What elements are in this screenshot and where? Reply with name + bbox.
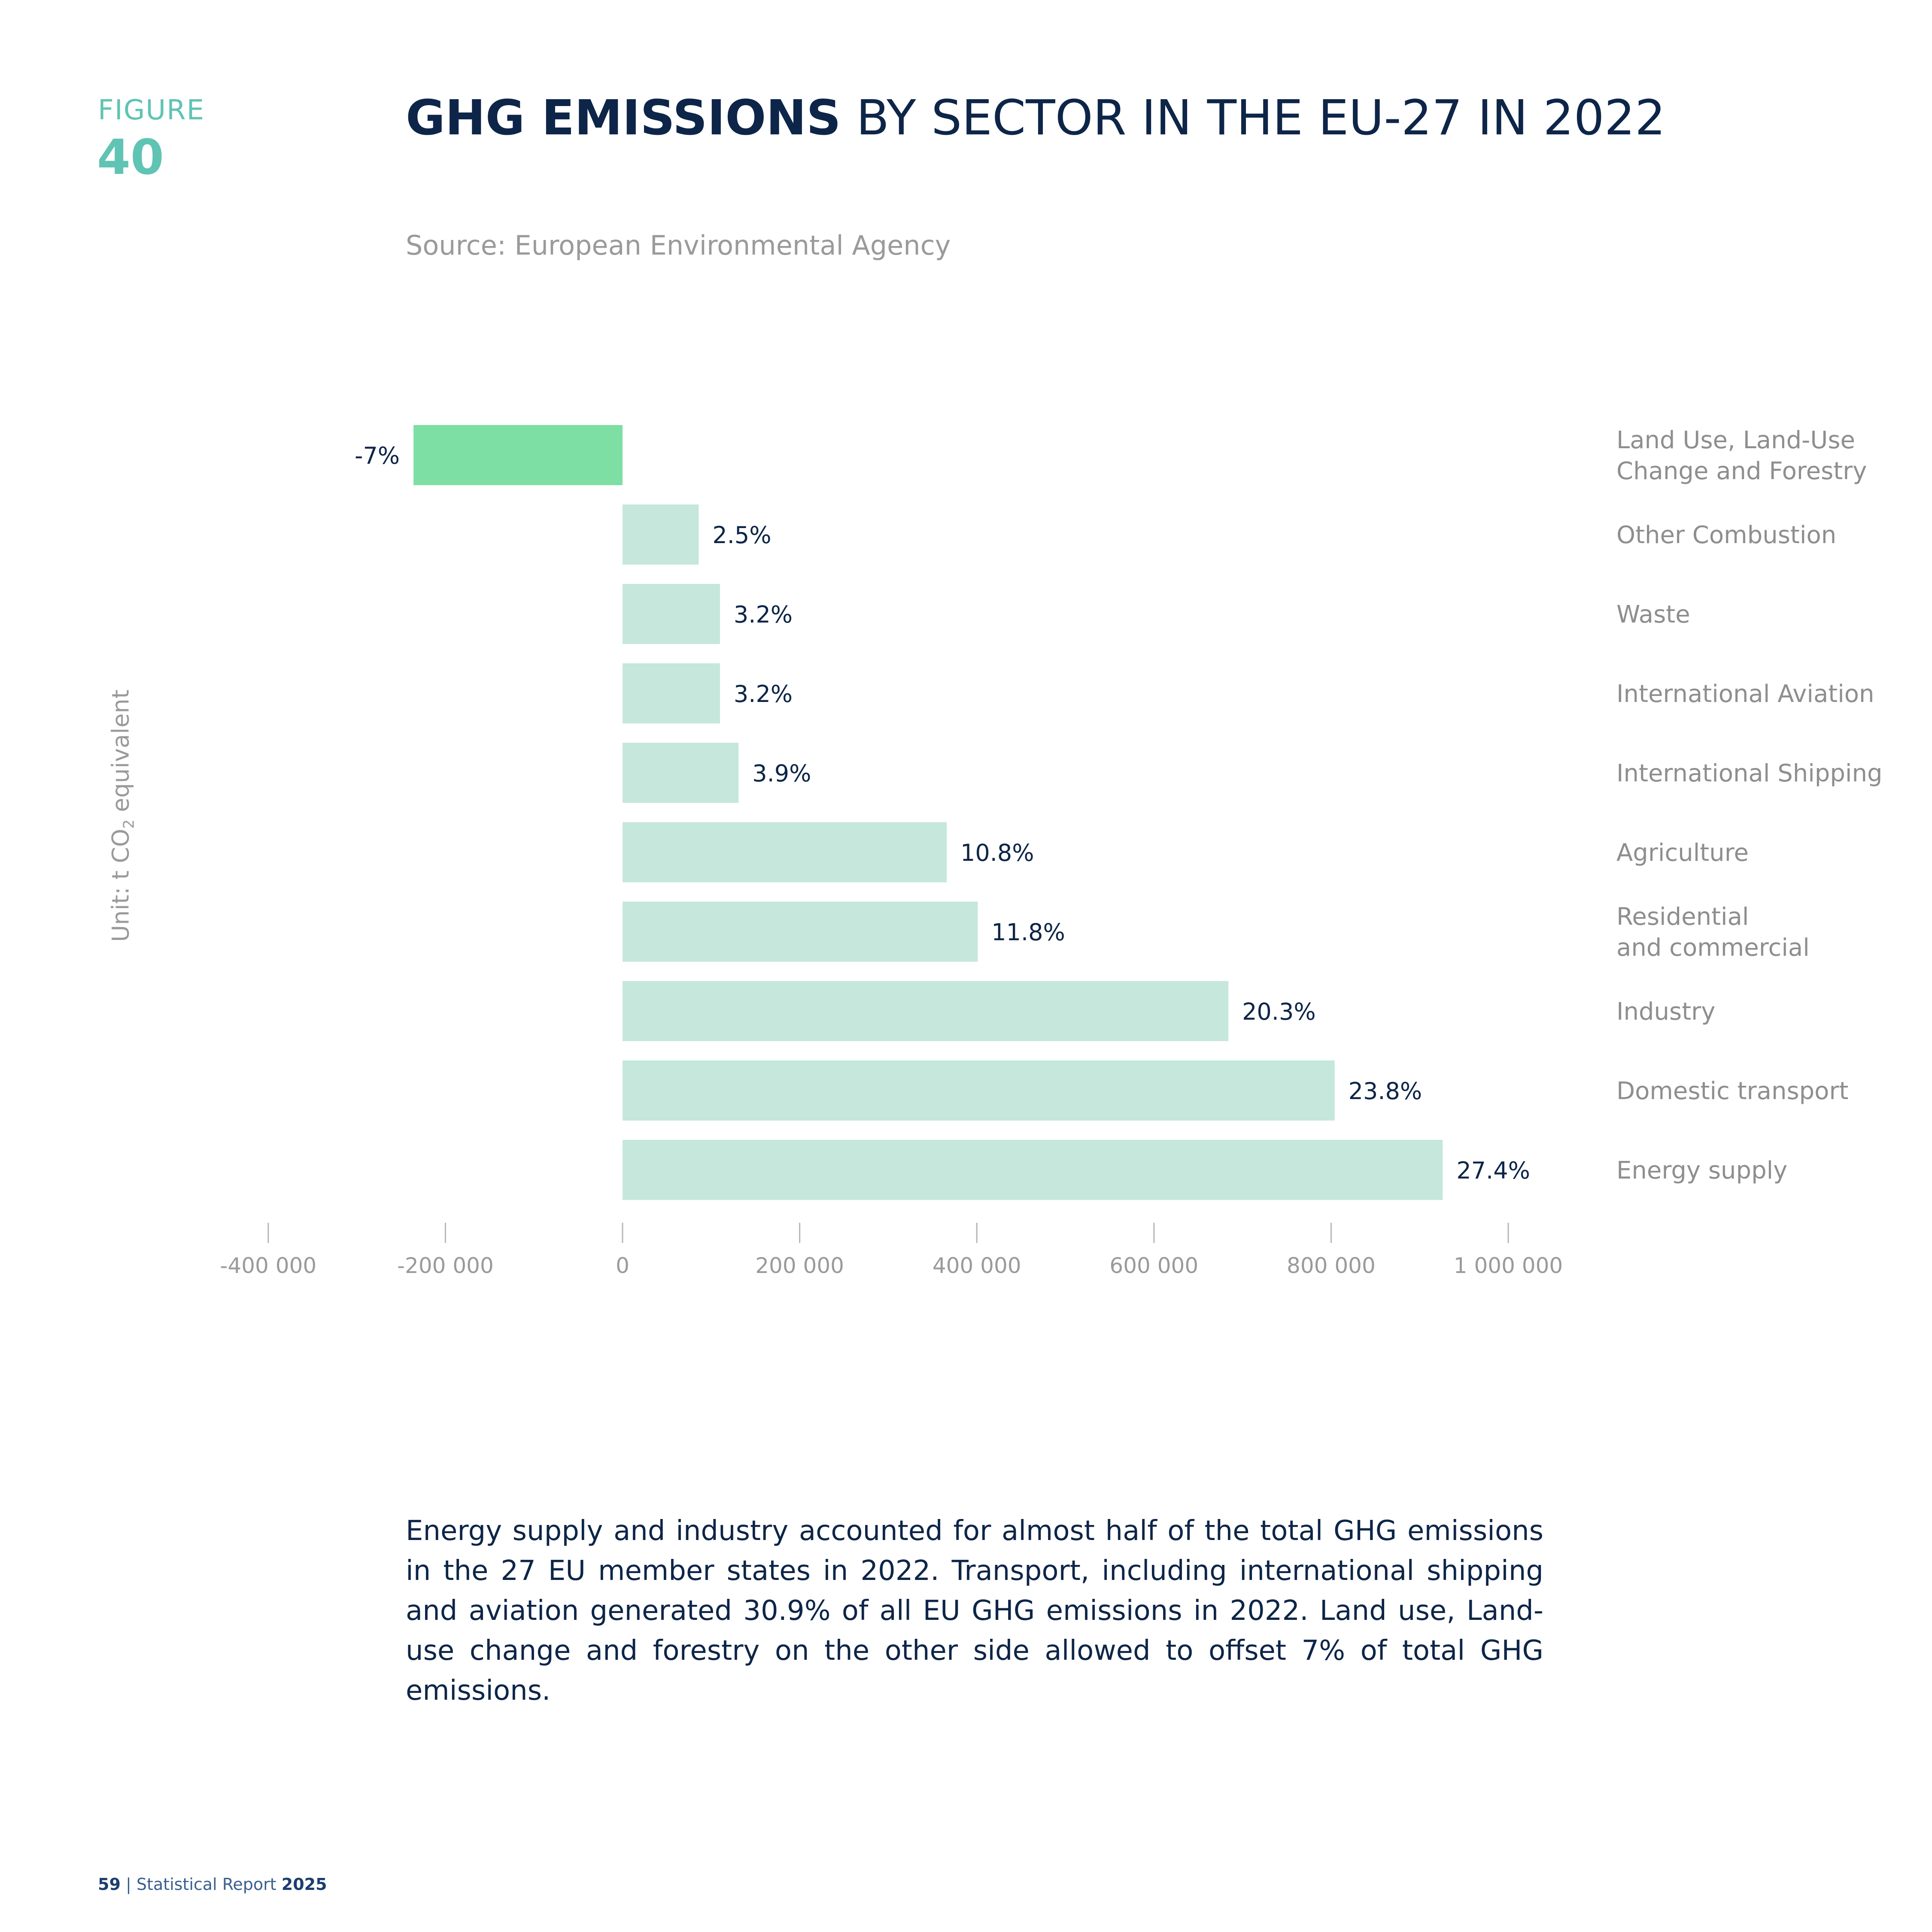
x-tick-label-0: -400 000 [220,1253,316,1278]
footer-report-name: Statistical Report [136,1875,282,1894]
category-label-8-0: Domestic transport [1616,1077,1848,1105]
category-label-6-1: and commercial [1616,934,1810,962]
category-label-4-0: International Shipping [1616,759,1883,787]
category-label-2-0: Waste [1616,601,1690,629]
bar-data-label-2: 3.2% [734,601,793,628]
x-tick-label-3: 200 000 [755,1253,844,1278]
x-tick-label-4: 400 000 [933,1253,1021,1278]
category-label-1-0: Other Combustion [1616,521,1836,549]
category-label-7-0: Industry [1616,998,1715,1026]
chart-title: GHG EMISSIONS BY SECTOR IN THE EU-27 IN … [406,90,1665,146]
bar-7 [623,981,1229,1041]
category-label-6-0: Residential [1616,903,1749,931]
category-label-0-1: Change and Forestry [1616,457,1867,485]
x-tick-label-2: 0 [616,1253,629,1278]
bar-chart: -7% Land Use, Land-Use Change and Forestry… [220,425,1883,1278]
bar-data-label-5: 10.8% [960,839,1034,866]
bar-6 [623,902,978,962]
bar-0 [413,425,623,485]
bar-data-label-7: 20.3% [1242,998,1316,1025]
bar-1 [623,504,699,565]
page-footer: 59 | Statistical Report 2025 [98,1875,327,1894]
page-number: 59 [98,1875,121,1894]
bar-data-label-0: -7% [355,442,400,469]
figure-number: 40 [97,130,164,185]
chart-title-rest: BY SECTOR IN THE EU-27 IN 2022 [841,90,1666,146]
bar-8 [623,1060,1335,1121]
chart-source: Source: European Environmental Agency [406,230,951,261]
category-label-5-0: Agriculture [1616,839,1749,867]
bar-data-label-9: 27.4% [1456,1157,1530,1184]
body-paragraph: Energy supply and industry accounted for… [406,1515,1543,1707]
bar-3 [623,663,720,723]
bar-2 [623,584,720,644]
bar-5 [623,822,947,882]
x-tick-label-6: 800 000 [1287,1253,1376,1278]
x-tick-label-7: 1 000 000 [1454,1253,1563,1278]
category-label-3-0: International Aviation [1616,680,1874,708]
x-tick-label-5: 600 000 [1109,1253,1198,1278]
x-tick-label-1: -200 000 [397,1253,494,1278]
bar-data-label-3: 3.2% [734,680,793,708]
category-label-9-0: Energy supply [1616,1157,1787,1185]
bar-data-label-8: 23.8% [1349,1078,1422,1105]
category-label-0-0: Land Use, Land-Use [1616,426,1855,454]
bar-4 [623,743,739,803]
bar-data-label-1: 2.5% [712,522,771,549]
bar-9 [623,1140,1443,1200]
footer-year: 2025 [281,1875,327,1894]
footer-separator: | [120,1875,137,1894]
bar-data-label-6: 11.8% [991,919,1065,946]
chart-title-bold: GHG EMISSIONS [406,90,841,146]
figure-label: FIGURE [98,94,205,126]
bar-data-label-4: 3.9% [752,760,811,787]
